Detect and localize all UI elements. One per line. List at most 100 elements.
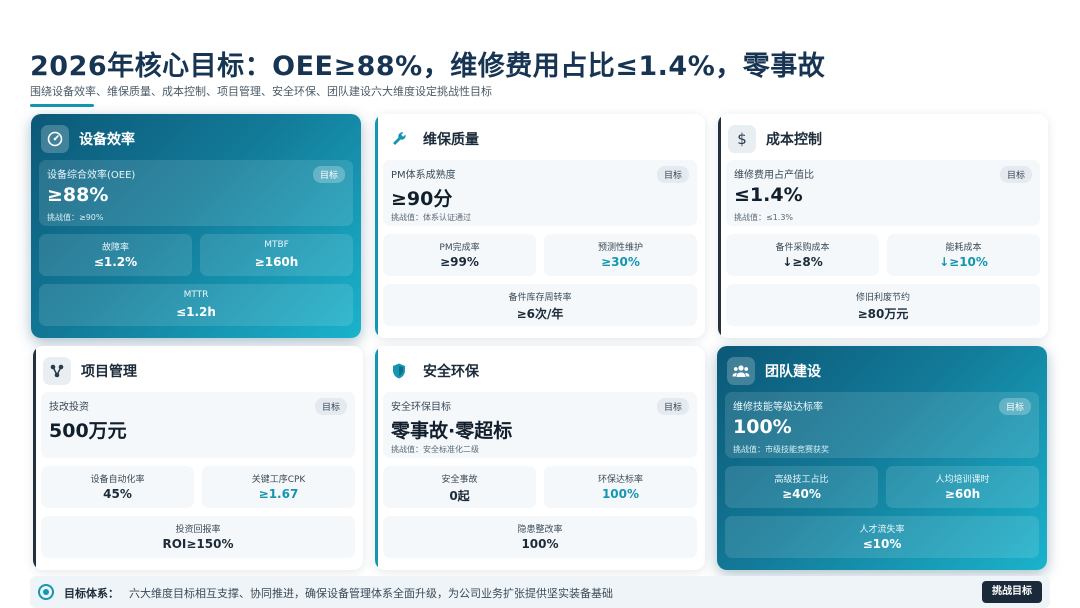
metric-label: MTTR (183, 290, 209, 300)
card-title: 维保质量 (423, 132, 479, 148)
metric-value: ≤1.2h (176, 305, 216, 319)
main-target-label: 维修费用占产值比 (734, 170, 814, 181)
metric-value: ≥6次/年 (516, 307, 564, 321)
metric-roi: 投资回报率 ROI≥150% (41, 516, 355, 558)
title-underline (30, 104, 94, 107)
metric-label: 备件采购成本 (775, 243, 830, 253)
target-badge: 目标 (998, 398, 1031, 415)
metric-pm-completion: PM完成率 ≥99% (383, 234, 536, 276)
metric-label: 人才流失率 (859, 525, 905, 535)
card-header: 团队建设 (727, 356, 821, 386)
challenge-value: 挑战值：市级技能竞赛获奖 (733, 445, 829, 454)
team-icon (727, 357, 755, 385)
card-header: $ 成本控制 (728, 124, 822, 154)
metric-value: ≥99% (440, 255, 479, 269)
metric-mttr: MTTR ≤1.2h (39, 284, 353, 326)
metric-inventory-turnover: 备件库存周转率 ≥6次/年 (383, 284, 697, 326)
card-cost-control: $ 成本控制 维修费用占产值比 目标 ≤1.4% 挑战值：≤1.3% 备件采购成… (718, 114, 1048, 338)
target-badge: 目标 (656, 166, 689, 183)
card-safety-environment: 安全环保 安全环保目标 目标 零事故·零超标 挑战值：安全标准化二级 安全事故 … (375, 346, 705, 570)
card-project-management: 项目管理 技改投资 目标 500万元 设备自动化率 45% 关键工序CPK ≥1… (33, 346, 363, 570)
page-title: 2026年核心目标：OEE≥88%，维修费用占比≤1.4%，零事故 (30, 51, 826, 82)
wrench-icon (385, 125, 413, 153)
metric-label: 故障率 (101, 243, 129, 253)
card-team-building: 团队建设 维修技能等级达标率 目标 100% 挑战值：市级技能竞赛获奖 高级技工… (717, 346, 1047, 570)
footer-label: 目标体系： (64, 587, 119, 600)
metric-value: 100% (601, 487, 640, 501)
target-badge: 目标 (312, 166, 345, 183)
target-badge: 目标 (314, 398, 347, 415)
metric-energy-cost: 能耗成本 ↓≥10% (887, 234, 1040, 276)
shield-icon (385, 357, 413, 385)
metric-value: ≥80万元 (857, 307, 909, 321)
card-header: 安全环保 (385, 356, 479, 386)
page-subtitle: 围绕设备效率、维保质量、成本控制、项目管理、安全环保、团队建设六大维度设定挑战性… (30, 85, 492, 98)
metric-mtbf: MTBF ≥160h (200, 234, 353, 276)
card-header: 设备效率 (41, 124, 135, 154)
target-badge: 目标 (656, 398, 689, 415)
metric-safety-accidents: 安全事故 0起 (383, 466, 536, 508)
metric-senior-technician-ratio: 高级技工占比 ≥40% (725, 466, 878, 508)
challenge-target-button[interactable]: 挑战目标 (982, 581, 1042, 603)
footer-text: 六大维度目标相互支撑、协同推进，确保设备管理体系全面升级，为公司业务扩张提供坚实… (129, 587, 613, 600)
main-target-value: ≥88% (47, 184, 109, 206)
metric-value: ↓≥8% (782, 255, 823, 269)
target-badge: 目标 (999, 166, 1032, 183)
card-title: 团队建设 (765, 364, 821, 380)
metric-label: 隐患整改率 (517, 525, 563, 535)
metric-label: 高级技工占比 (774, 475, 829, 485)
metric-label: 设备自动化率 (90, 475, 145, 485)
metric-cpk: 关键工序CPK ≥1.67 (202, 466, 355, 508)
challenge-value: 挑战值：安全标准化二级 (391, 445, 479, 454)
metric-failure-rate: 故障率 ≤1.2% (39, 234, 192, 276)
metric-predictive-maintenance: 预测性维护 ≥30% (544, 234, 697, 276)
metric-value: ≥30% (601, 255, 640, 269)
metric-value: 100% (521, 537, 559, 551)
target-icon (38, 584, 54, 600)
metric-automation-rate: 设备自动化率 45% (41, 466, 194, 508)
metric-label: MTBF (264, 240, 289, 250)
footer-bar: 目标体系： 六大维度目标相互支撑、协同推进，确保设备管理体系全面升级，为公司业务… (30, 576, 1050, 608)
main-target-label: 安全环保目标 (391, 402, 451, 413)
metric-label: 关键工序CPK (251, 475, 306, 485)
metric-value: ≥40% (782, 487, 821, 501)
card-title: 设备效率 (79, 132, 135, 148)
card-title: 成本控制 (766, 132, 822, 148)
metric-hazard-rectification: 隐患整改率 100% (383, 516, 697, 558)
card-title: 项目管理 (81, 364, 137, 380)
challenge-value: 挑战值：≥90% (47, 213, 104, 222)
metric-label: 备件库存周转率 (508, 293, 572, 303)
main-target-value: ≥90分 (391, 188, 453, 210)
metric-value: 0起 (449, 489, 470, 503)
metric-label: 安全事故 (441, 475, 478, 485)
card-title: 安全环保 (423, 364, 479, 380)
metric-value: ROI≥150% (162, 537, 234, 551)
main-target-label: 技改投资 (49, 402, 89, 413)
main-target: 设备综合效率(OEE) 目标 ≥88% 挑战值：≥90% (39, 160, 353, 226)
card-header: 维保质量 (385, 124, 479, 154)
main-target-value: 零事故·零超标 (391, 420, 513, 442)
metric-label: 修旧利废节约 (855, 293, 910, 303)
metric-value: ↓≥10% (939, 255, 988, 269)
card-equipment-efficiency: 设备效率 设备综合效率(OEE) 目标 ≥88% 挑战值：≥90% 故障率 ≤1… (31, 114, 361, 338)
main-target-value: 100% (733, 416, 792, 438)
metric-label: PM完成率 (439, 243, 480, 253)
dollar-icon: $ (728, 125, 756, 153)
main-target: PM体系成熟度 目标 ≥90分 挑战值：体系认证通过 (383, 160, 697, 226)
metric-training-hours: 人均培训课时 ≥60h (886, 466, 1039, 508)
metric-label: 人均培训课时 (935, 475, 990, 485)
metric-value: ≤1.2% (93, 255, 138, 269)
main-target: 安全环保目标 目标 零事故·零超标 挑战值：安全标准化二级 (383, 392, 697, 458)
main-target: 技改投资 目标 500万元 (41, 392, 355, 458)
metric-value: ≥160h (254, 255, 299, 269)
card-header: 项目管理 (43, 356, 137, 386)
metric-label: 能耗成本 (945, 243, 982, 253)
main-target-label: 设备综合效率(OEE) (47, 170, 136, 181)
main-target: 维修技能等级达标率 目标 100% 挑战值：市级技能竞赛获奖 (725, 392, 1039, 458)
challenge-value: 挑战值：≤1.3% (734, 213, 794, 222)
gauge-icon (41, 125, 69, 153)
main-target-value: ≤1.4% (734, 184, 803, 206)
metric-value: ≥60h (944, 487, 981, 501)
metric-repair-savings: 修旧利废节约 ≥80万元 (726, 284, 1040, 326)
main-target-label: PM体系成熟度 (391, 170, 456, 181)
